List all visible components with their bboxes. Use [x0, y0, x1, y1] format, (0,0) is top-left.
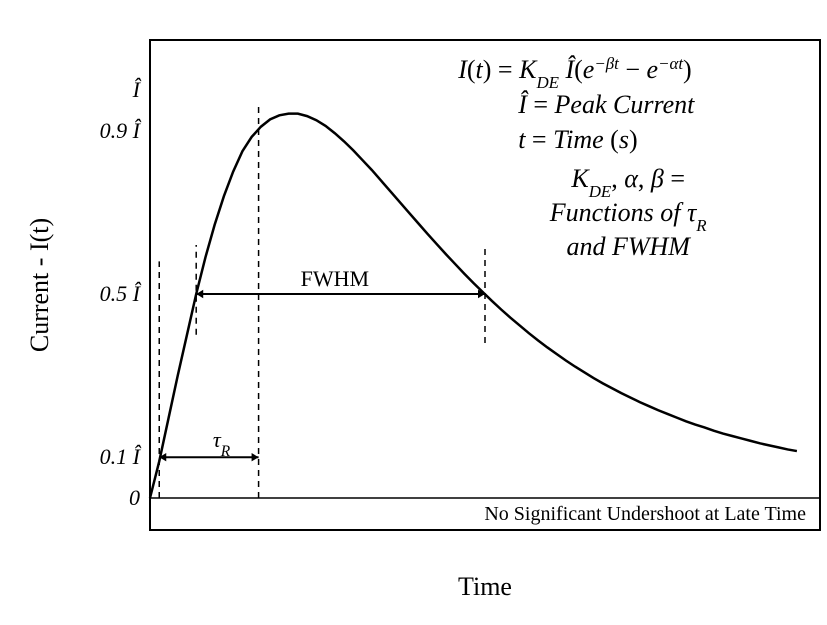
y-tick-label: 0 — [129, 485, 140, 510]
x-axis-label: Time — [458, 572, 512, 601]
y-tick-label: Î — [132, 77, 142, 102]
equation-line: Functions of τR — [549, 198, 708, 235]
tau-r-label: τR — [213, 427, 231, 460]
fwhm-label: FWHM — [301, 266, 369, 291]
arrowhead-icon — [252, 453, 259, 461]
equation-line: and FWHM — [566, 232, 691, 261]
undershoot-label: No Significant Undershoot at Late Time — [484, 503, 806, 525]
y-tick-label: 0.9 Î — [100, 118, 142, 143]
chart-svg: 0 0.1 Î 0.5 Î 0.9 Î Î FWHM τR No Significant Un… — [20, 20, 827, 605]
equation-line: t = Time (s) — [518, 125, 637, 154]
y-tick-label: 0.5 Î — [100, 281, 142, 306]
equation-line: KDE, α, β = — [570, 164, 685, 201]
chart-container: 0 0.1 Î 0.5 Î 0.9 Î Î FWHM τR No Significant Un… — [20, 20, 827, 605]
y-axis-label: Current - I(t) — [25, 218, 54, 352]
equation-line: I(t) = KDE Î(e−βt − e−αt) — [457, 54, 692, 92]
curve — [150, 114, 797, 498]
y-tick-label: 0.1 Î — [100, 444, 142, 469]
equation-line: Î = Peak Current — [517, 90, 695, 119]
